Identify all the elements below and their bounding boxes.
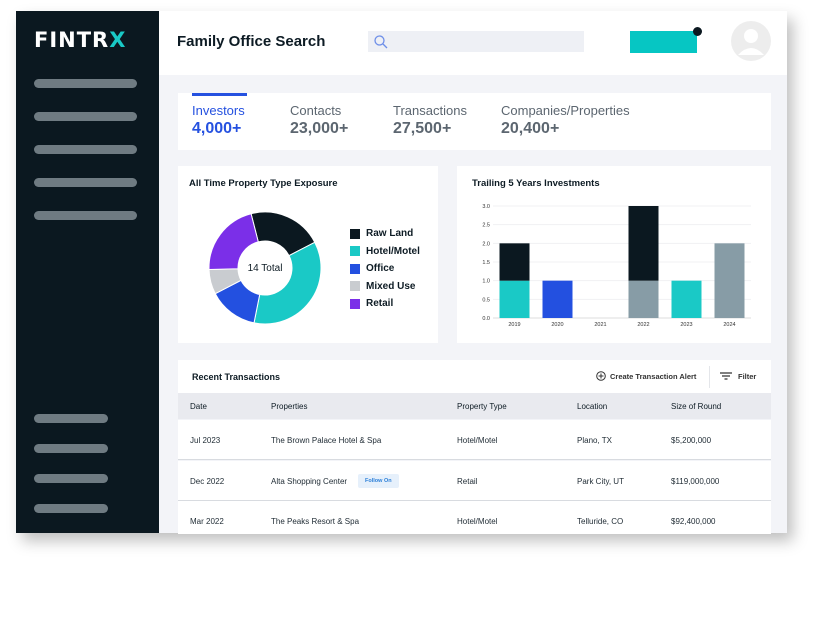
legend-swatch [350, 281, 360, 292]
donut-chart [208, 211, 322, 325]
search-input[interactable] [368, 31, 584, 52]
cell-location: Plano, TX [577, 436, 612, 445]
cell-type: Retail [457, 476, 478, 486]
legend-swatch [350, 246, 360, 257]
bar-2020[interactable] [542, 280, 573, 318]
tab-investors[interactable]: Investors 4,000+ [192, 103, 245, 137]
y-tick-label: 1.0 [482, 279, 490, 285]
cell-type: Hotel/Motel [457, 436, 498, 445]
active-tab-indicator [192, 93, 247, 96]
create-alert-button[interactable]: Create Transaction Alert [596, 371, 696, 381]
cell-location: Park City, UT [577, 476, 624, 486]
sidebar [16, 11, 159, 533]
legend-item: Office [350, 260, 420, 278]
sidebar-item[interactable] [34, 504, 108, 513]
table-row[interactable]: Dec 2022 Alta Shopping Center Retail Park C… [178, 460, 771, 501]
donut-legend: Raw Land Hotel/Motel Office Mixed Use Retail [350, 225, 420, 313]
donut-center-label: 14 Total [247, 263, 283, 274]
table-row[interactable]: Mar 2022 The Peaks Resort & Spa Hotel/Mote… [178, 501, 771, 534]
legend-swatch [350, 228, 360, 239]
page-title: Family Office Search [177, 33, 326, 50]
legend-label: Raw Land [366, 228, 414, 240]
tab-contacts[interactable]: Contacts 23,000+ [290, 103, 349, 137]
cell-type: Hotel/Motel [457, 517, 498, 526]
cell-size: $92,400,000 [671, 517, 716, 526]
y-tick-label: 0.0 [482, 316, 490, 322]
column-header-size[interactable]: Size of Round [671, 402, 722, 411]
follow-on-badge: Follow On [358, 473, 399, 488]
legend-item: Mixed Use [350, 278, 420, 296]
bar-2023[interactable] [671, 280, 702, 318]
sidebar-item[interactable] [34, 444, 108, 453]
sidebar-item[interactable] [34, 145, 137, 154]
sidebar-item[interactable] [34, 79, 137, 88]
divider [709, 366, 710, 388]
cell-date: Jul 2023 [190, 436, 221, 445]
tab-transactions[interactable]: Transactions 27,500+ [393, 103, 467, 137]
y-tick-label: 1.5 [482, 260, 490, 266]
transactions-title: Recent Transactions [192, 372, 281, 382]
transactions-header [178, 360, 771, 393]
bar-2022[interactable] [628, 206, 659, 281]
bar-chart-title: Trailing 5 Years Investments [472, 178, 600, 189]
legend-swatch [350, 263, 360, 274]
cell-property: The Peaks Resort & Spa [271, 517, 360, 526]
bar-2019[interactable] [499, 280, 530, 318]
cell-size: $119,000,000 [671, 476, 720, 486]
cell-size: $5,200,000 [671, 436, 712, 445]
y-tick-label: 2.5 [482, 223, 490, 229]
cell-location: Telluride, CO [577, 517, 624, 526]
filter-button[interactable]: Filter [720, 371, 756, 381]
y-tick-label: 2.0 [482, 241, 490, 247]
plus-circle-icon [596, 371, 606, 381]
sidebar-item[interactable] [34, 414, 108, 423]
bar-chart: 0.0 0.5 1.0 1.5 2.0 2.5 3.0 2019 2020 2021 2022 202… [482, 204, 751, 328]
legend-swatch [350, 298, 360, 309]
column-header-location[interactable]: Location [577, 402, 608, 411]
action-button[interactable] [630, 31, 697, 53]
fintrx-logo: FINTRX [34, 28, 127, 52]
cell-date: Dec 2022 [190, 476, 225, 486]
user-icon [738, 29, 764, 55]
y-tick-label: 0.5 [482, 297, 490, 303]
x-tick-label: 2021 [594, 322, 606, 328]
notification-dot [693, 27, 702, 36]
cell-property: Alta Shopping Center [271, 476, 348, 486]
sidebar-item[interactable] [34, 178, 137, 187]
cell-date: Mar 2022 [190, 517, 224, 526]
y-tick-label: 3.0 [482, 204, 490, 210]
avatar[interactable] [731, 21, 771, 61]
column-header-property-type[interactable]: Property Type [457, 402, 507, 411]
cell-property: The Brown Palace Hotel & Spa [271, 436, 382, 445]
bar-2019[interactable] [499, 243, 530, 281]
donut-chart-title: All Time Property Type Exposure [189, 178, 338, 189]
x-tick-label: 2022 [637, 322, 649, 328]
column-header-properties[interactable]: Properties [271, 402, 308, 411]
legend-item: Hotel/Motel [350, 243, 420, 261]
tab-companies-properties[interactable]: Companies/Properties 20,400+ [501, 103, 630, 137]
legend-item: Raw Land [350, 225, 420, 243]
x-tick-label: 2019 [508, 322, 520, 328]
x-tick-label: 2020 [551, 322, 563, 328]
bar-2022[interactable] [628, 280, 659, 318]
stats-tabs [178, 93, 771, 150]
sidebar-item[interactable] [34, 211, 137, 220]
x-tick-label: 2024 [723, 322, 735, 328]
table-row[interactable]: Jul 2023 The Brown Palace Hotel & Spa Hote… [178, 420, 771, 460]
legend-label: Hotel/Motel [366, 245, 420, 257]
filter-icon [720, 372, 732, 380]
sidebar-item[interactable] [34, 112, 137, 121]
column-header-date[interactable]: Date [190, 402, 207, 411]
legend-label: Office [366, 263, 395, 275]
table-header [178, 393, 771, 419]
x-tick-label: 2023 [680, 322, 692, 328]
donut-slice-retail[interactable] [208, 213, 259, 271]
bar-2024[interactable] [714, 243, 745, 318]
legend-label: Mixed Use [366, 280, 416, 292]
legend-label: Retail [366, 298, 394, 310]
sidebar-item[interactable] [34, 474, 108, 483]
legend-item: Retail [350, 295, 420, 313]
search-icon [374, 35, 388, 49]
donut-slice-hotel-motel[interactable] [253, 241, 322, 325]
